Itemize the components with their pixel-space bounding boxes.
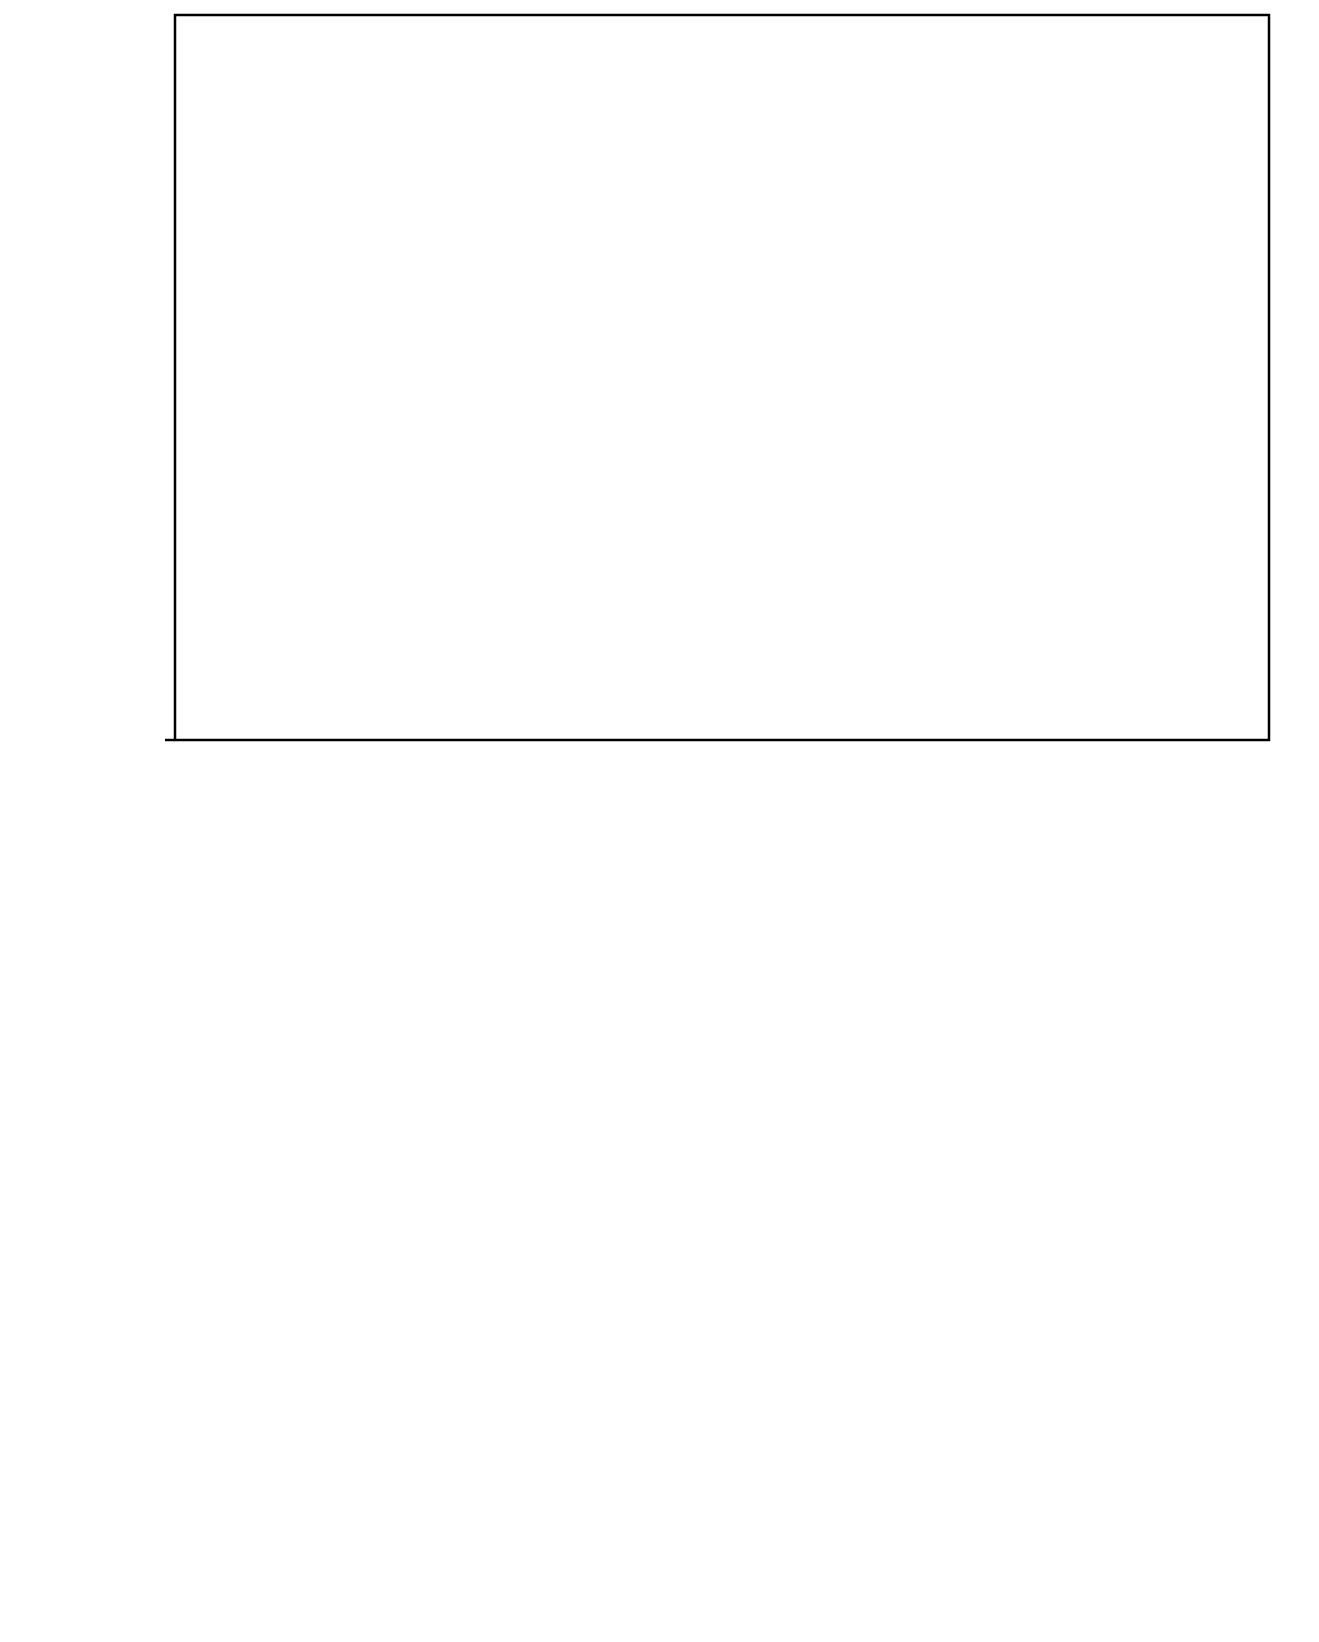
- figure-svg: [0, 0, 1319, 1642]
